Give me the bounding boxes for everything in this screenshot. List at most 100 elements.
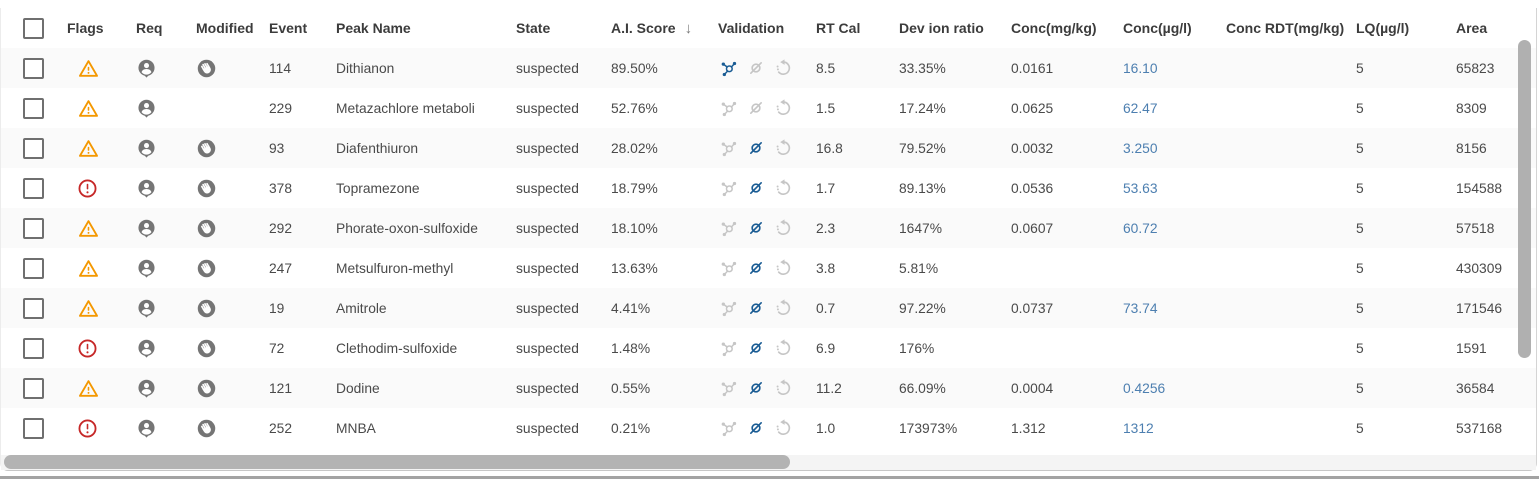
table-row: 121 Dodine suspected 0.55% [1,368,1536,408]
ai-score-cell: 28.02% [611,140,658,156]
area-cell: 537168 [1456,420,1503,436]
conc-ug-l-link[interactable]: 73.74 [1123,300,1158,316]
row-checkbox[interactable] [23,57,44,79]
row-checkbox[interactable] [23,137,44,159]
person-icon [136,98,157,119]
ai-score-cell: 0.55% [611,380,651,396]
header-peak-name[interactable]: Peak Name [336,20,411,36]
row-checkbox[interactable] [23,257,44,279]
molecule-validate-icon[interactable] [718,418,738,438]
molecule-validate-icon[interactable] [718,378,738,398]
peak-name-cell: Phorate-oxon-sulfoxide [336,220,478,236]
hand-icon [196,138,217,159]
dev-ion-ratio-cell: 79.52% [899,140,946,156]
header-conc-ug-l[interactable]: Conc(µg/l) [1123,20,1192,36]
invalidate-icon[interactable] [746,298,766,318]
molecule-validate-icon[interactable] [718,58,738,78]
header-modified[interactable]: Modified [196,20,254,36]
hand-icon [196,298,217,319]
window-bottom-edge [0,476,1539,479]
rt-cal-cell: 1.7 [816,180,836,196]
conc-ug-l-link[interactable]: 16.10 [1123,60,1158,76]
state-cell: suspected [516,140,579,156]
invalidate-icon[interactable] [746,58,766,78]
invalidate-icon[interactable] [746,418,766,438]
event-cell: 378 [269,180,293,196]
invalidate-icon[interactable] [746,98,766,118]
rt-cal-cell: 6.9 [816,340,836,356]
invalidate-icon[interactable] [746,178,766,198]
event-cell: 114 [269,60,291,76]
vertical-scrollbar-thumb[interactable] [1518,40,1531,358]
conc-ug-l-link[interactable]: 1312 [1123,420,1154,436]
conc-ug-l-link[interactable]: 60.72 [1123,220,1158,236]
person-icon [136,58,157,79]
molecule-validate-icon[interactable] [718,178,738,198]
invalidate-icon[interactable] [746,138,766,158]
header-validation[interactable]: Validation [718,20,785,36]
rt-cal-cell: 0.7 [816,300,836,316]
hand-icon [196,258,217,279]
person-icon [136,338,157,359]
conc-ug-l-link[interactable]: 3.250 [1123,140,1158,156]
row-checkbox[interactable] [23,297,44,319]
conc-mg-kg-cell: 0.0004 [1011,380,1054,396]
header-req[interactable]: Req [136,20,163,36]
restore-icon[interactable] [774,298,794,318]
header-state[interactable]: State [516,20,551,36]
lq-cell: 5 [1356,300,1364,316]
restore-icon[interactable] [774,98,794,118]
row-checkbox[interactable] [23,217,44,239]
restore-icon[interactable] [774,378,794,398]
molecule-validate-icon[interactable] [718,98,738,118]
header-dev-ion-ratio[interactable]: Dev ion ratio [899,20,984,36]
row-checkbox[interactable] [23,417,44,439]
restore-icon[interactable] [774,138,794,158]
select-all-checkbox[interactable] [23,17,44,39]
conc-ug-l-link[interactable]: 62.47 [1123,100,1158,116]
header-flags[interactable]: Flags [67,20,104,36]
restore-icon[interactable] [774,178,794,198]
row-checkbox[interactable] [23,97,44,119]
molecule-validate-icon[interactable] [718,298,738,318]
ai-score-cell: 13.63% [611,260,658,276]
molecule-validate-icon[interactable] [718,218,738,238]
invalidate-icon[interactable] [746,218,766,238]
header-conc-mg-kg[interactable]: Conc(mg/kg) [1011,20,1097,36]
invalidate-icon[interactable] [746,258,766,278]
molecule-validate-icon[interactable] [718,138,738,158]
row-checkbox[interactable] [23,337,44,359]
lq-cell: 5 [1356,60,1364,76]
peak-name-cell: Metsulfuron-methyl [336,260,454,276]
hand-icon [196,338,217,359]
restore-icon[interactable] [774,58,794,78]
ai-score-cell: 0.21% [611,420,651,436]
dev-ion-ratio-cell: 176% [899,340,935,356]
header-ai-score[interactable]: A.I. Score ↓ [611,19,693,37]
horizontal-scrollbar-track[interactable] [1,455,1536,470]
area-cell: 8309 [1456,100,1487,116]
row-checkbox[interactable] [23,177,44,199]
table-row: 378 Topramezone suspected 18.79% [1,168,1536,208]
restore-icon[interactable] [774,258,794,278]
restore-icon[interactable] [774,338,794,358]
invalidate-icon[interactable] [746,378,766,398]
invalidate-icon[interactable] [746,338,766,358]
header-rt-cal[interactable]: RT Cal [816,20,861,36]
header-conc-rdt[interactable]: Conc RDT(mg/kg) [1226,20,1345,36]
conc-mg-kg-cell: 0.0032 [1011,140,1054,156]
header-event[interactable]: Event [269,20,308,36]
rt-cal-cell: 3.8 [816,260,836,276]
molecule-validate-icon[interactable] [718,338,738,358]
molecule-validate-icon[interactable] [718,258,738,278]
header-area[interactable]: Area [1456,20,1488,36]
conc-ug-l-link[interactable]: 53.63 [1123,180,1158,196]
table-row: 247 Metsulfuron-methyl suspected 13.63% [1,248,1536,288]
conc-ug-l-link[interactable]: 0.4256 [1123,380,1166,396]
header-lq[interactable]: LQ(µg/l) [1356,20,1410,36]
row-checkbox[interactable] [23,377,44,399]
restore-icon[interactable] [774,418,794,438]
horizontal-scrollbar-thumb[interactable] [4,455,790,469]
restore-icon[interactable] [774,218,794,238]
hand-icon [196,178,217,199]
